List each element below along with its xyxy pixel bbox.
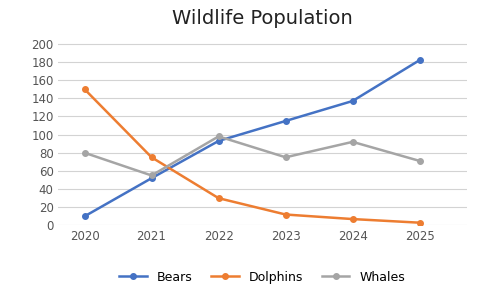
Dolphins — [349, 217, 355, 221]
Dolphins — [148, 155, 154, 159]
Whales — [416, 159, 421, 163]
Dolphins — [416, 221, 421, 225]
Whales — [148, 174, 154, 177]
Dolphins — [82, 88, 87, 91]
Bears — [82, 215, 87, 218]
Line: Bears: Bears — [82, 57, 421, 219]
Whales — [215, 135, 221, 138]
Dolphins — [282, 213, 288, 216]
Title: Wildlife Population: Wildlife Population — [171, 9, 352, 27]
Bears — [215, 139, 221, 143]
Bears — [282, 119, 288, 123]
Whales — [282, 155, 288, 159]
Line: Whales: Whales — [82, 134, 421, 178]
Legend: Bears, Dolphins, Whales: Bears, Dolphins, Whales — [114, 266, 409, 289]
Bears — [349, 99, 355, 103]
Line: Dolphins: Dolphins — [82, 86, 421, 225]
Whales — [82, 151, 87, 155]
Bears — [416, 58, 421, 62]
Bears — [148, 177, 154, 180]
Whales — [349, 140, 355, 144]
Dolphins — [215, 197, 221, 200]
